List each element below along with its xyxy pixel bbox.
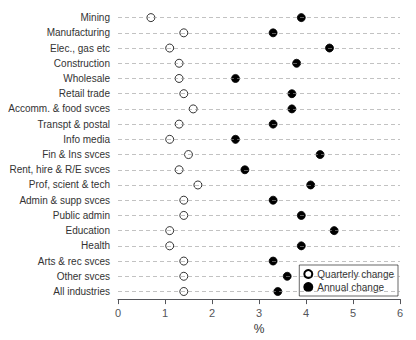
- svg-text:Transpt & postal: Transpt & postal: [38, 119, 110, 130]
- svg-text:2: 2: [209, 307, 215, 319]
- svg-text:Health: Health: [81, 240, 110, 251]
- svg-text:4: 4: [303, 307, 309, 319]
- svg-text:%: %: [254, 322, 265, 336]
- svg-text:Accomm. & food svces: Accomm. & food svces: [8, 103, 110, 114]
- svg-text:Retail trade: Retail trade: [59, 88, 111, 99]
- svg-text:5: 5: [350, 307, 356, 319]
- svg-text:Mining: Mining: [81, 12, 110, 23]
- svg-text:Rent, hire & R/E svces: Rent, hire & R/E svces: [9, 164, 110, 175]
- svg-text:Quarterly change: Quarterly change: [317, 269, 394, 280]
- svg-text:0: 0: [115, 307, 121, 319]
- svg-text:Public admin: Public admin: [53, 210, 110, 221]
- svg-text:Construction: Construction: [54, 58, 110, 69]
- svg-text:3: 3: [256, 307, 262, 319]
- svg-text:All industries: All industries: [53, 286, 110, 297]
- svg-text:Wholesale: Wholesale: [63, 73, 110, 84]
- svg-text:Other svces: Other svces: [57, 271, 110, 282]
- svg-text:Manufacturing: Manufacturing: [47, 27, 110, 38]
- svg-text:Fin & Ins svces: Fin & Ins svces: [42, 149, 110, 160]
- svg-text:Prof, scient & tech: Prof, scient & tech: [29, 179, 110, 190]
- svg-text:Elec., gas etc: Elec., gas etc: [50, 43, 110, 54]
- svg-text:Education: Education: [66, 225, 110, 236]
- svg-text:6: 6: [397, 307, 403, 319]
- svg-text:1: 1: [162, 307, 168, 319]
- svg-text:Arts & rec svces: Arts & rec svces: [38, 256, 110, 267]
- svg-text:Info media: Info media: [63, 134, 110, 145]
- svg-text:Annual change: Annual change: [317, 282, 384, 293]
- svg-text:Admin & supp svces: Admin & supp svces: [19, 195, 110, 206]
